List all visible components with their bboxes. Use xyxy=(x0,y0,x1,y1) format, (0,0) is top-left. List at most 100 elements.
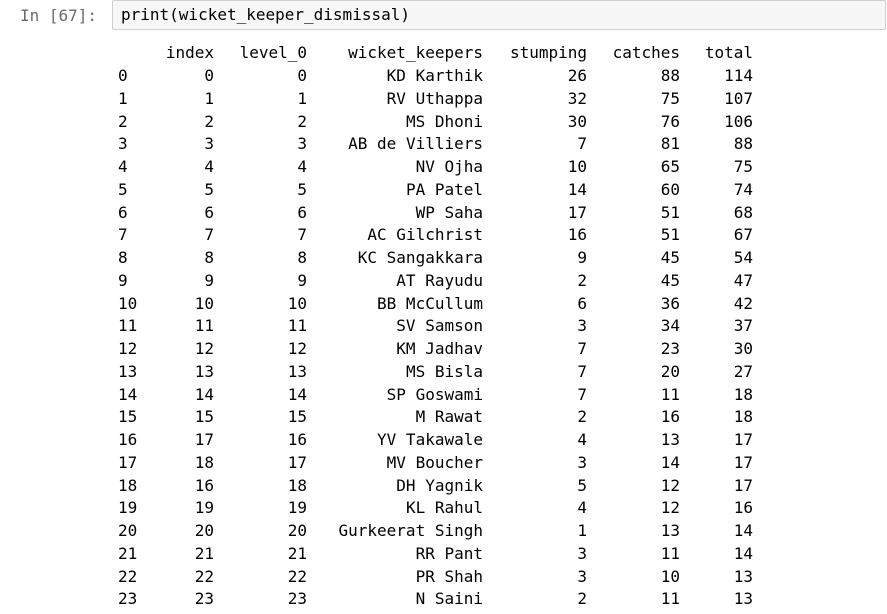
cell-stumping: 7 xyxy=(577,134,587,154)
cell-index: 19 xyxy=(194,498,214,518)
cell-catches: 10 xyxy=(660,566,680,586)
cell-total: 27 xyxy=(733,361,753,381)
cell-level-0: 19 xyxy=(287,498,307,518)
cell-stumping: 30 xyxy=(567,111,587,131)
cell-index: 3 xyxy=(204,134,214,154)
table-row: 18 16 18 DH Yagnik 5 12 17 xyxy=(0,475,887,497)
cell-index: 14 xyxy=(194,384,214,404)
row-label: 11 xyxy=(118,316,138,336)
code-line[interactable]: print(wicket_keeper_dismissal) xyxy=(121,5,410,24)
row-label: 12 xyxy=(118,339,138,358)
cell-index: 18 xyxy=(194,452,214,472)
cell-wicket-keepers: KM Jadhav xyxy=(396,339,483,358)
cell-index: 4 xyxy=(204,157,214,176)
cell-catches: 11 xyxy=(660,589,680,609)
cell-index: 1 xyxy=(204,88,214,108)
row-label: 13 xyxy=(118,361,138,381)
cell-stumping: 4 xyxy=(577,498,587,518)
cell-level-0: 23 xyxy=(287,589,307,609)
row-label: 19 xyxy=(118,498,138,518)
row-label: 18 xyxy=(118,475,138,495)
cell-catches: 45 xyxy=(660,270,680,290)
cell-level-0: 16 xyxy=(287,430,307,449)
table-row: 19 19 19 KL Rahul 4 12 16 xyxy=(0,497,887,519)
table-row: 21 21 21 RR Pant 3 11 14 xyxy=(0,543,887,565)
cell-total: 14 xyxy=(733,543,753,563)
cell-level-0: 3 xyxy=(297,134,307,154)
row-label: 7 xyxy=(118,225,128,245)
cell-stumping: 17 xyxy=(567,202,587,222)
cell-wicket-keepers: M Rawat xyxy=(415,407,483,427)
cell-index: 9 xyxy=(204,270,214,290)
cell-stumping: 3 xyxy=(577,452,587,472)
cell-wicket-keepers: KL Rahul xyxy=(405,498,483,518)
cell-wicket-keepers: AC Gilchrist xyxy=(367,225,483,245)
cell-total: 30 xyxy=(733,339,753,358)
cell-wicket-keepers: DH Yagnik xyxy=(396,475,483,495)
cell-total: 14 xyxy=(733,521,753,540)
column-header-catches: catches xyxy=(612,43,680,62)
cell-catches: 76 xyxy=(660,111,680,131)
row-label: 14 xyxy=(118,384,138,404)
table-row: 16 17 16 YV Takawale 4 13 17 xyxy=(0,429,887,451)
code-cell[interactable]: print(wicket_keeper_dismissal) xyxy=(112,0,886,30)
cell-wicket-keepers: KD Karthik xyxy=(386,66,483,85)
cell-level-0: 0 xyxy=(297,66,307,85)
cell-level-0: 8 xyxy=(297,248,307,267)
cell-index: 20 xyxy=(194,521,214,540)
cell-index: 16 xyxy=(194,475,214,495)
column-header-stumping: stumping xyxy=(509,43,587,62)
table-row: 4 4 4 NV Ojha 10 65 75 xyxy=(0,156,887,178)
cell-catches: 88 xyxy=(660,66,680,85)
column-header-index: index xyxy=(165,43,214,62)
cell-catches: 75 xyxy=(660,88,680,108)
table-row: 11 11 11 SV Samson 3 34 37 xyxy=(0,315,887,337)
table-row: 9 9 9 AT Rayudu 2 45 47 xyxy=(0,270,887,292)
row-label: 17 xyxy=(118,452,138,472)
cell-wicket-keepers: YV Takawale xyxy=(377,430,483,449)
cell-index: 7 xyxy=(204,225,214,245)
cell-total: 18 xyxy=(733,384,753,404)
cell-stumping: 6 xyxy=(577,293,587,313)
cell-catches: 36 xyxy=(660,293,680,313)
row-label: 15 xyxy=(118,407,138,427)
row-label: 9 xyxy=(118,270,128,290)
cell-index: 8 xyxy=(204,248,214,267)
cell-stumping: 2 xyxy=(577,589,587,609)
cell-wicket-keepers: BB McCullum xyxy=(377,293,483,313)
cell-catches: 45 xyxy=(660,248,680,267)
cell-level-0: 18 xyxy=(287,475,307,495)
cell-level-0: 6 xyxy=(297,202,307,222)
cell-level-0: 21 xyxy=(287,543,307,563)
cell-total: 37 xyxy=(733,316,753,336)
cell-wicket-keepers: AB de Villiers xyxy=(348,134,483,154)
table-row: 14 14 14 SP Goswami 7 11 18 xyxy=(0,384,887,406)
cell-catches: 11 xyxy=(660,384,680,404)
row-label: 23 xyxy=(118,589,138,609)
table-header-row: index level_0 wicket_keepers stumping ca… xyxy=(0,42,887,64)
cell-stumping: 10 xyxy=(567,157,587,176)
table-row: 1 1 1 RV Uthappa 32 75 107 xyxy=(0,88,887,110)
cell-stumping: 2 xyxy=(577,270,587,290)
cell-wicket-keepers: AT Rayudu xyxy=(396,270,483,290)
cell-catches: 65 xyxy=(660,157,680,176)
cell-total: 68 xyxy=(733,202,753,222)
cell-level-0: 13 xyxy=(287,361,307,381)
cell-wicket-keepers: MS Dhoni xyxy=(405,111,483,131)
cell-catches: 12 xyxy=(660,475,680,495)
cell-stumping: 4 xyxy=(577,430,587,449)
cell-index: 15 xyxy=(194,407,214,427)
cell-level-0: 14 xyxy=(287,384,307,404)
cell-level-0: 22 xyxy=(287,566,307,586)
cell-stumping: 7 xyxy=(577,361,587,381)
cell-stumping: 14 xyxy=(567,179,587,199)
cell-wicket-keepers: KC Sangakkara xyxy=(357,248,483,267)
cell-catches: 23 xyxy=(660,339,680,358)
cell-total: 54 xyxy=(733,248,753,267)
column-header-wicket-keepers: wicket_keepers xyxy=(348,43,483,62)
cell-stumping: 3 xyxy=(577,566,587,586)
row-label: 1 xyxy=(118,88,128,108)
cell-index: 17 xyxy=(194,430,214,449)
cell-stumping: 1 xyxy=(577,521,587,540)
cell-stumping: 2 xyxy=(577,407,587,427)
